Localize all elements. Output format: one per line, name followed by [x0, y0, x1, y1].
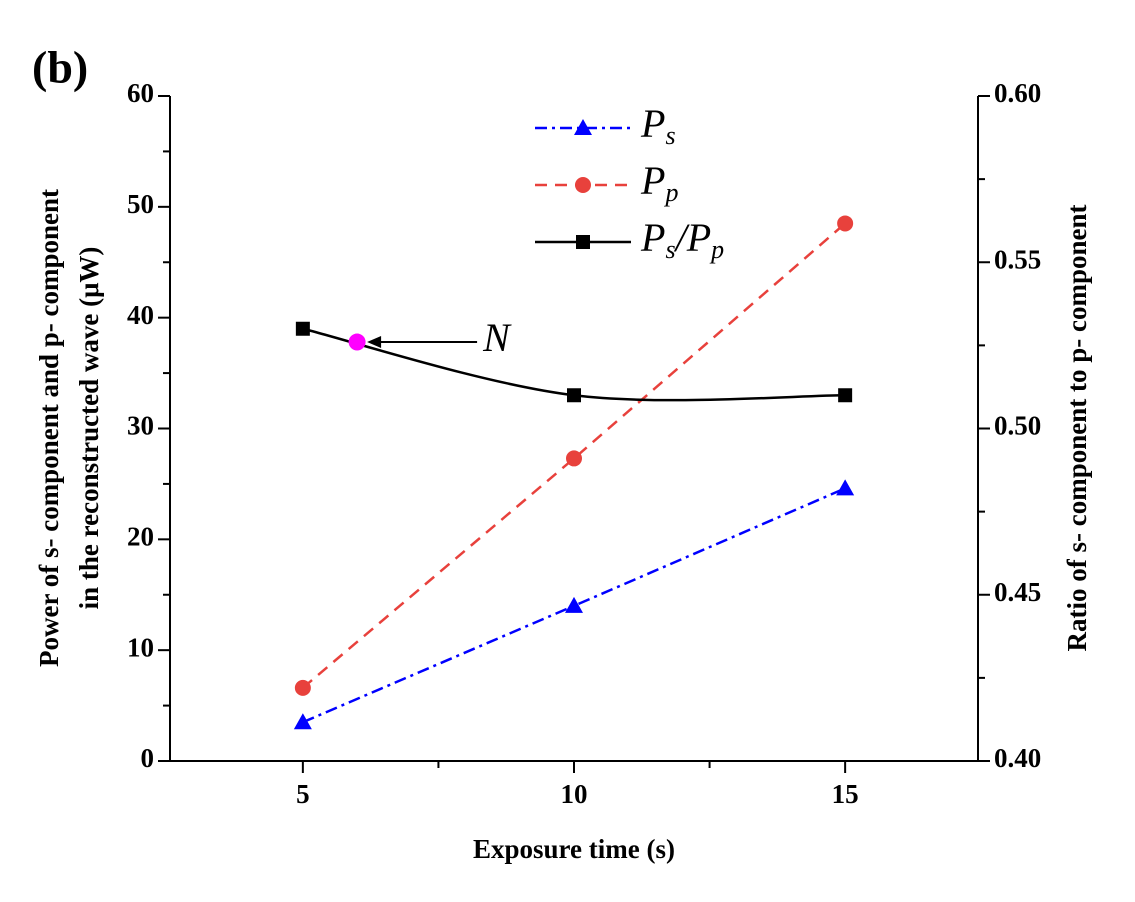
marker	[567, 388, 581, 403]
x-tick-label: 15	[832, 779, 859, 809]
y-tick-label: 0	[141, 743, 155, 773]
marker	[294, 679, 311, 696]
annotation-label: N	[482, 315, 512, 360]
y-tick-label: 10	[127, 632, 154, 662]
legend-label: Ps	[640, 101, 676, 150]
marker	[574, 119, 592, 135]
y-tick-label: 40	[127, 300, 154, 330]
legend-label: Pp	[640, 158, 678, 207]
marker	[293, 713, 312, 730]
y2-axis-label: Ratio of s- component to p- component	[1062, 205, 1092, 652]
marker	[576, 235, 590, 249]
x-tick-label: 10	[561, 779, 588, 809]
y-tick-label: 60	[127, 78, 154, 108]
annotation-arrowhead	[367, 336, 382, 349]
legend-label: Ps/Pp	[640, 215, 724, 264]
y-tick-label: 50	[127, 189, 154, 219]
marker	[566, 450, 582, 467]
marker	[836, 479, 855, 496]
x-axis-label: Exposure time (s)	[473, 834, 675, 864]
y2-tick-label: 0.55	[994, 244, 1041, 274]
marker	[565, 596, 583, 613]
y2-tick-label: 0.45	[994, 577, 1041, 607]
panel-label: (b)	[32, 42, 88, 93]
x-tick-label: 5	[296, 779, 310, 809]
annotation-point	[348, 333, 366, 351]
y-axis-label: in the reconstructed wave (μW)	[74, 247, 104, 610]
y2-tick-label: 0.40	[994, 743, 1041, 773]
marker	[838, 388, 853, 403]
y2-tick-label: 0.60	[994, 78, 1041, 108]
series-line	[302, 487, 846, 724]
y-tick-label: 30	[127, 411, 154, 441]
marker	[575, 177, 591, 193]
y-tick-label: 20	[127, 522, 154, 552]
y-axis-label: Power of s- component and p- component	[34, 189, 64, 667]
marker	[837, 215, 854, 232]
y2-tick-label: 0.50	[994, 411, 1041, 441]
marker	[295, 321, 310, 336]
